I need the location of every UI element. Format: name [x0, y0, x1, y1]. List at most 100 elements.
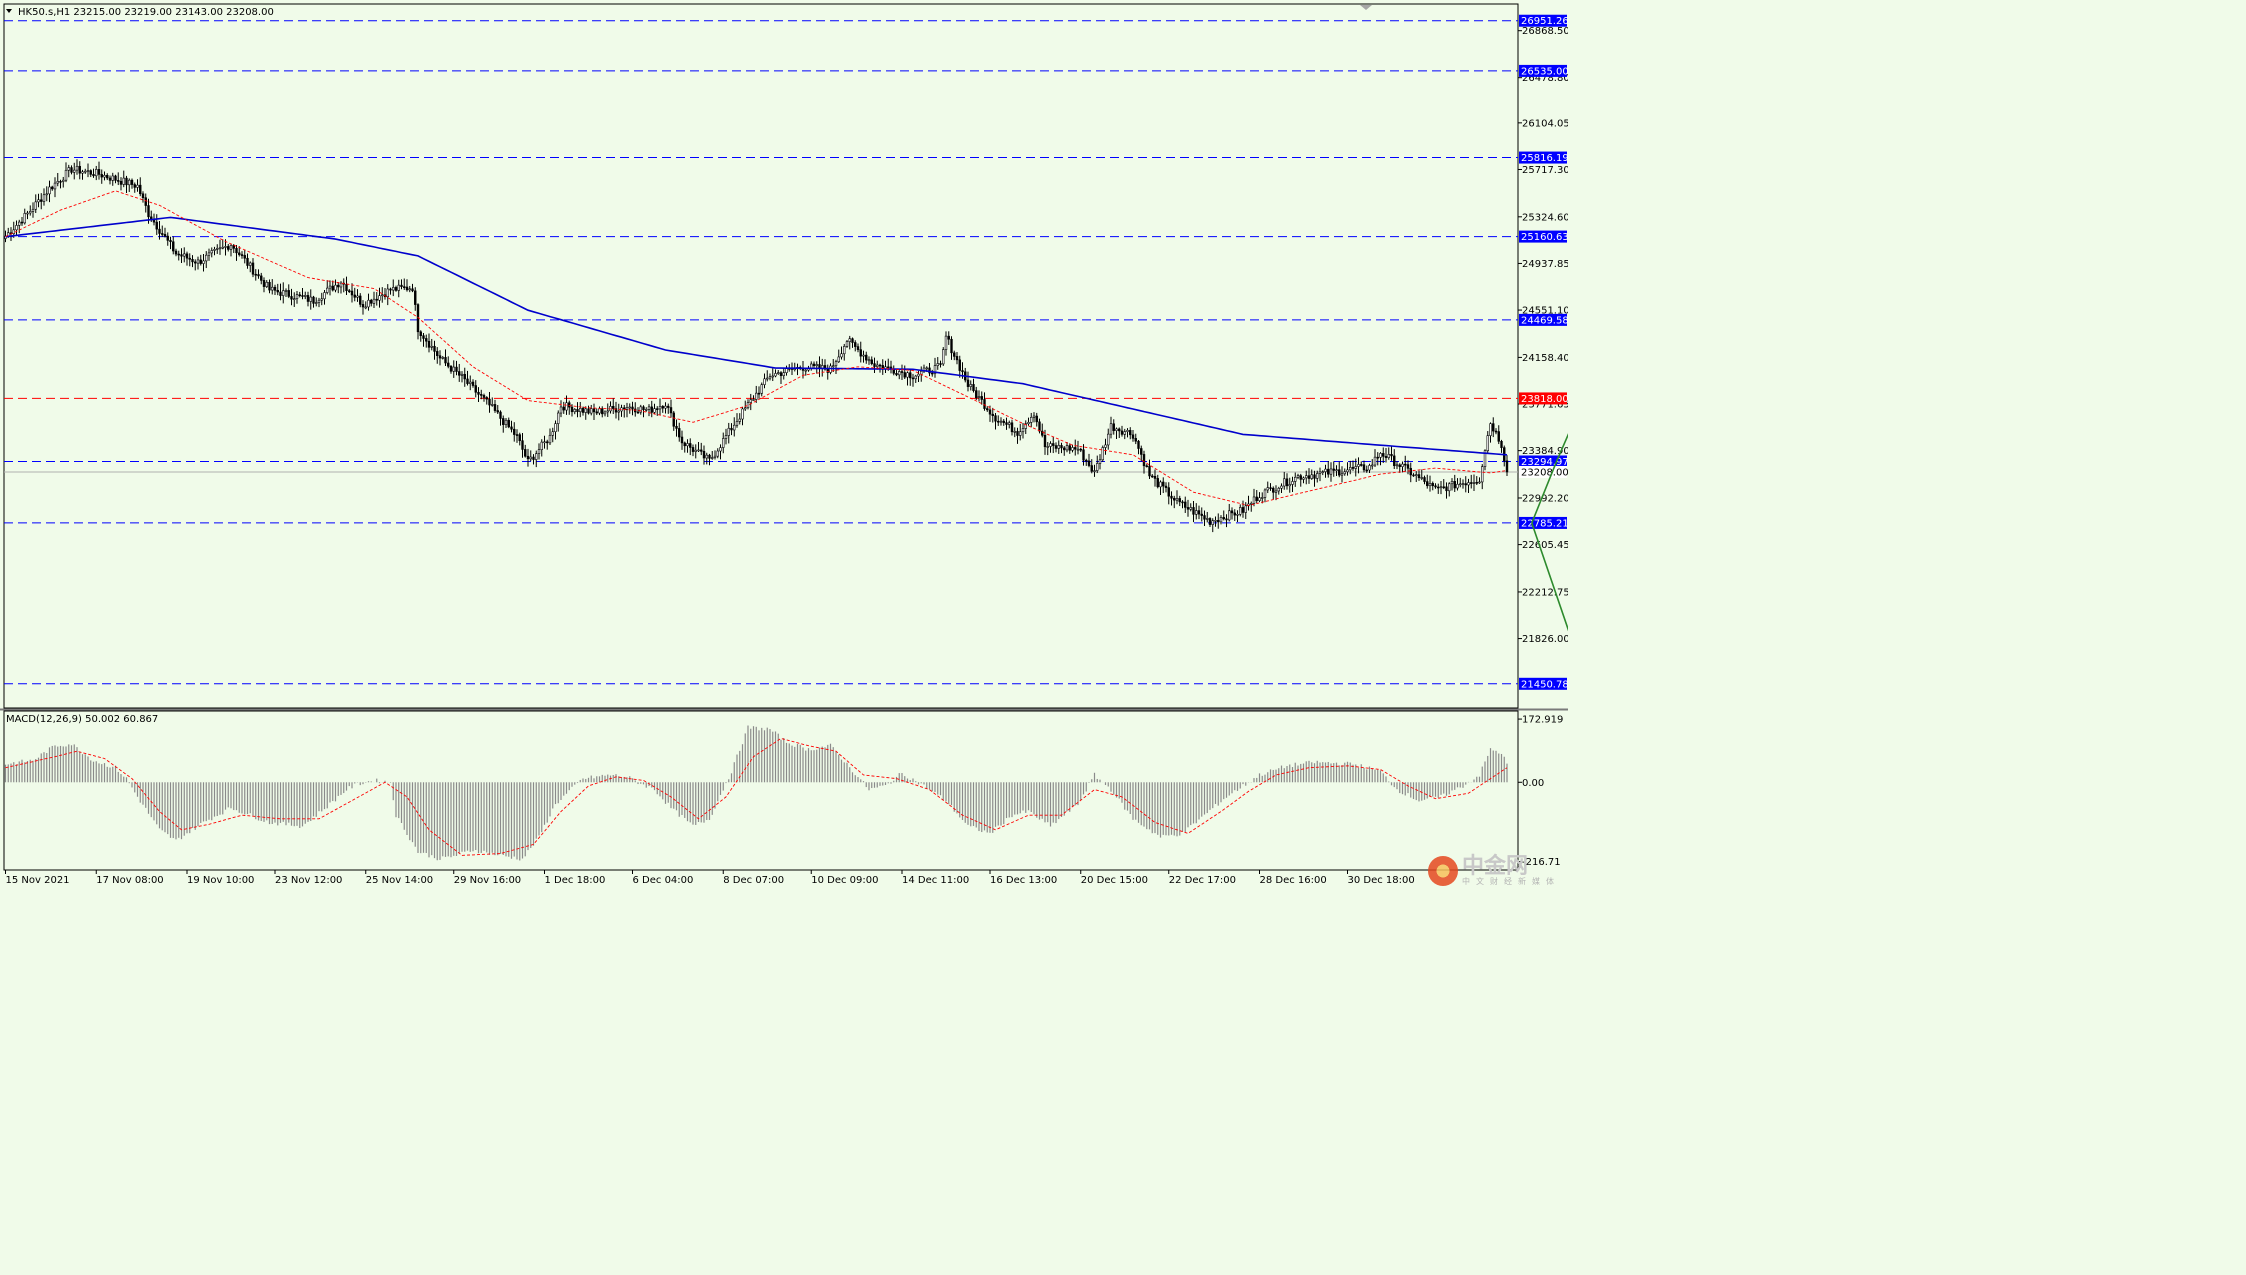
main-panel-frame — [3, 3, 1519, 709]
candle-body — [1459, 483, 1462, 486]
candle-body — [499, 411, 502, 419]
candle-body — [1417, 474, 1421, 479]
candle-body — [62, 179, 65, 182]
candle-body — [389, 288, 392, 291]
slow-moving-average-line — [5, 216, 1508, 456]
candle-body — [1016, 431, 1019, 436]
candle-body — [678, 428, 681, 438]
candle-body — [1186, 507, 1190, 510]
candle-body — [1437, 486, 1440, 489]
watermark: 中金网 中文财经新媒体 — [1428, 855, 1560, 887]
candle-body — [617, 410, 620, 413]
candle-body — [15, 225, 18, 231]
candle-body — [29, 211, 32, 214]
candle-body — [711, 457, 714, 459]
candle-body — [529, 456, 532, 460]
candle-body — [229, 245, 233, 250]
candle-body — [543, 441, 546, 444]
candle-body — [202, 260, 205, 264]
candle-body — [895, 372, 898, 376]
candle-body — [878, 364, 882, 367]
candle-body — [843, 346, 846, 355]
candle-body — [287, 290, 290, 297]
candle-body — [26, 212, 29, 215]
candle-body — [1021, 428, 1025, 433]
candle-body — [697, 449, 700, 452]
candle-body — [1145, 465, 1148, 468]
candle-body — [199, 259, 202, 264]
candle-body — [130, 179, 134, 185]
candle-body — [1112, 423, 1115, 431]
candle-body — [1153, 475, 1157, 479]
candle-body — [532, 456, 535, 460]
candle-body — [1448, 483, 1451, 492]
candle-body — [337, 284, 340, 288]
candle-body — [953, 352, 956, 357]
macd-tick-label: 0.00 — [1522, 778, 1544, 789]
candle-body — [1409, 468, 1412, 476]
candle-body — [359, 295, 362, 305]
candle-body — [1041, 430, 1044, 436]
candle-body — [427, 340, 431, 348]
candle-body — [1035, 415, 1038, 423]
candle-body — [639, 406, 642, 413]
candle-body — [1107, 433, 1110, 446]
candle-body — [447, 362, 450, 367]
level-label: 23818.00 — [1521, 394, 1568, 405]
candle-body — [1101, 447, 1104, 461]
candle-body — [876, 364, 879, 367]
candle-body — [546, 441, 549, 444]
candle-body — [249, 262, 252, 266]
candle-body — [1261, 497, 1264, 499]
candle-body — [425, 338, 428, 342]
candle-body — [1324, 468, 1327, 472]
candle-body — [804, 369, 807, 372]
level-label: 22785.21 — [1521, 518, 1568, 529]
candle-body — [763, 378, 766, 385]
candle-body — [92, 174, 95, 177]
candle-body — [1351, 467, 1355, 469]
candle-body — [1426, 481, 1429, 487]
candle-body — [595, 411, 598, 414]
shift-marker-icon[interactable] — [1360, 5, 1372, 10]
candle-body — [455, 366, 458, 372]
candle-body — [1230, 510, 1234, 514]
candle-body — [309, 296, 312, 302]
candle-body — [158, 228, 161, 234]
candle-body — [942, 349, 945, 365]
candle-body — [111, 175, 114, 181]
candle-body — [106, 174, 109, 179]
candle-body — [471, 381, 475, 386]
candle-body — [1357, 464, 1360, 467]
candle-body — [1109, 423, 1113, 435]
candle-body — [653, 408, 656, 413]
candle-body — [276, 290, 279, 293]
candle-body — [862, 354, 865, 357]
candle-body — [441, 357, 444, 359]
candle-body — [89, 170, 92, 175]
candle-body — [1406, 464, 1410, 469]
candle-body — [1404, 463, 1407, 466]
candle-body — [326, 287, 329, 293]
dropdown-icon[interactable] — [6, 9, 12, 13]
candle-body — [1197, 510, 1201, 515]
candle-body — [675, 425, 678, 429]
candle-body — [1120, 430, 1124, 435]
candle-body — [1167, 487, 1170, 497]
candle-body — [449, 366, 453, 372]
candle-body — [414, 290, 417, 305]
candle-body — [1164, 485, 1168, 488]
candle-body — [565, 402, 568, 411]
candle-body — [1076, 448, 1080, 451]
candle-body — [144, 197, 147, 206]
candle-body — [986, 408, 989, 411]
candle-body — [97, 169, 101, 175]
candle-body — [865, 354, 868, 361]
candle-body — [856, 346, 860, 350]
level-tag — [1519, 151, 1567, 164]
candle-body — [928, 367, 931, 374]
price-chart[interactable]: 26868.50 26478.80 26104.05 25717.30 25324.60… — [0, 0, 1568, 891]
x-tick-label: 23 Nov 12:00 — [275, 875, 342, 886]
candle-body — [45, 193, 48, 196]
candle-body — [579, 408, 582, 413]
